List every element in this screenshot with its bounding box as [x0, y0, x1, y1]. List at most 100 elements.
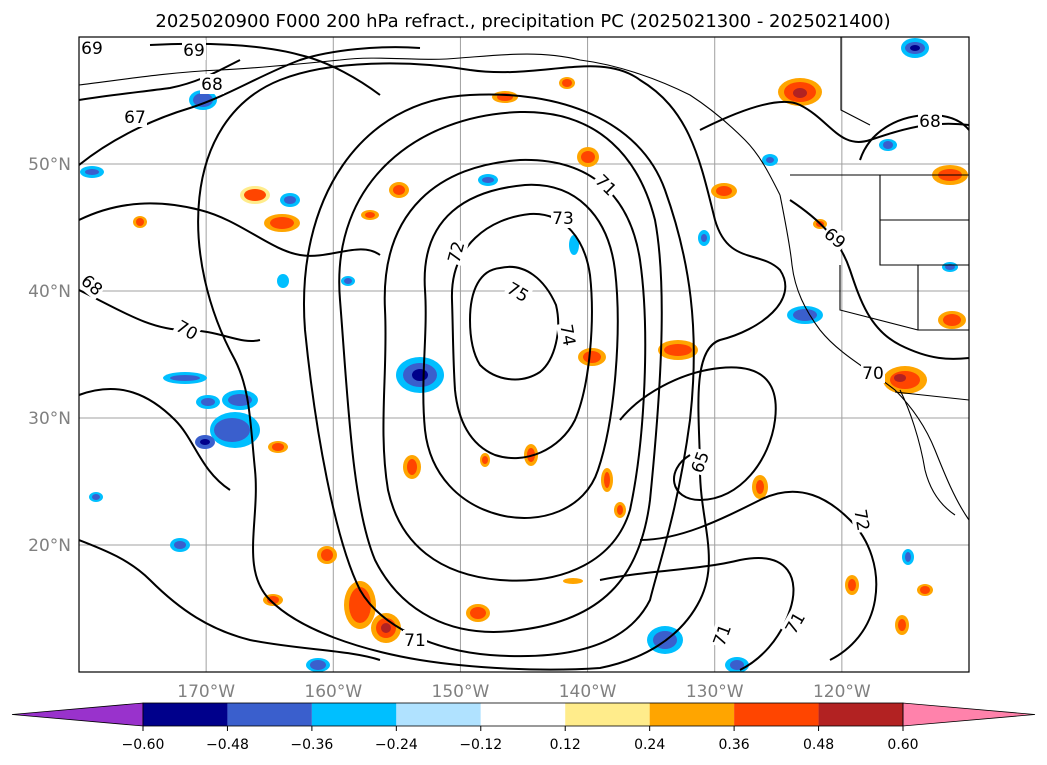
precip-positive-patch — [268, 441, 288, 453]
coastline-north-america-west — [779, 194, 969, 521]
precip-positive-patch — [492, 91, 518, 103]
precip-negative-patch — [569, 235, 579, 255]
precip-positive-patch — [577, 147, 599, 167]
contour-label-bg — [182, 40, 206, 60]
colorbar-swatch — [311, 703, 397, 726]
colorbar-tick-label: −0.48 — [206, 737, 249, 753]
contour-line — [699, 100, 969, 143]
colorbar-tick-label: −0.24 — [375, 737, 418, 753]
contour-label-bg — [780, 607, 810, 639]
lat-tick-label: 20°N — [28, 536, 71, 556]
colorbar-tick-label: −0.12 — [459, 737, 502, 753]
precip-negative-patch — [280, 193, 300, 207]
precip-negative-patch — [80, 166, 104, 178]
precip-positive-patch — [389, 182, 409, 198]
precip-negative-patch — [942, 262, 958, 272]
precip-positive-patch — [559, 77, 575, 89]
colorbar-swatch — [227, 703, 312, 726]
contour-label: 69 — [81, 39, 103, 59]
contour-label-bg — [200, 74, 224, 94]
precip-positive-patch — [895, 615, 909, 635]
axis-tick-labels: 170°W 160°W 150°W 140°W 130°W 120°W 50°N 40°N 30… — [28, 155, 871, 702]
precip-positive-patch — [563, 578, 583, 584]
contour-label-bg — [918, 111, 942, 131]
colorbar-swatch — [734, 703, 819, 726]
contour-line — [450, 212, 593, 460]
precip-positive-patch — [578, 348, 606, 366]
contour-label: 74 — [555, 323, 578, 348]
border-us-mexico — [894, 391, 969, 401]
colorbar-extend-max — [902, 702, 1036, 727]
colorbar: −0.60 −0.48 −0.36 −0.24 −0.12 0.12 0.24 0.36 0.4… — [11, 702, 1036, 753]
contour-line — [197, 62, 787, 671]
colorbar-tick-label: −0.60 — [122, 737, 165, 753]
precip-negative-patch — [222, 390, 258, 410]
contour-label-bg — [502, 277, 534, 307]
contour-line — [639, 490, 878, 661]
lon-tick-label: 140°W — [559, 682, 617, 702]
precip-negative-patch — [341, 276, 355, 286]
contour-label: 70 — [862, 364, 884, 384]
colorbar-frame — [142, 702, 904, 727]
map-background — [79, 37, 969, 672]
contour-label-bg — [443, 237, 469, 267]
lat-tick-label: 40°N — [28, 282, 71, 302]
precip-negative-patch — [163, 372, 207, 384]
contour-line — [468, 265, 560, 381]
precip-positive-patch — [361, 210, 379, 220]
colorbar-tick-label: −0.36 — [290, 737, 333, 753]
precip-negative-patch — [306, 658, 330, 672]
precip-positive-patch — [403, 455, 421, 479]
contour-line — [79, 46, 421, 166]
contour-label-bg — [556, 321, 580, 349]
contour-label: 67 — [124, 108, 146, 128]
contour-line — [303, 93, 695, 658]
precip-positive-patch — [938, 311, 966, 329]
contour-label-bg — [76, 269, 108, 301]
contour-label-bg — [80, 38, 104, 58]
contour-label: 71 — [404, 631, 426, 651]
precip-negative-patch — [478, 174, 498, 186]
colorbar-swatch — [396, 703, 481, 726]
contour-line — [79, 202, 381, 257]
precip-positive-patch — [845, 575, 859, 595]
precip-negative-patch — [698, 230, 710, 246]
contour-label-bg — [850, 506, 874, 534]
lon-tick-label: 160°W — [304, 682, 362, 702]
precip-positive-patch — [344, 581, 376, 629]
precip-negative-patch — [762, 154, 778, 166]
contour-label-bg — [686, 447, 714, 477]
colorbar-swatch — [143, 703, 228, 726]
colorbar-tick-label: 0.48 — [803, 737, 834, 753]
precip-positive-patch — [240, 186, 270, 204]
precip-negative-patch — [901, 38, 929, 58]
precip-positive-patch — [480, 453, 490, 467]
contour-label: 73 — [552, 209, 574, 229]
contour-line — [422, 183, 619, 519]
precip-positive-patch — [264, 214, 300, 232]
precip-negative-patch — [787, 306, 823, 324]
colorbar-tick-label: 0.60 — [887, 737, 918, 753]
precip-positive-patch — [614, 502, 626, 518]
colorbar-tick-label: 0.24 — [634, 737, 665, 753]
precip-positive-patch — [601, 468, 613, 492]
contour-label: 68 — [201, 75, 223, 95]
contour-label-bg — [171, 315, 203, 345]
precip-negative-patch — [277, 274, 289, 288]
colorbar-swatch — [565, 703, 650, 726]
contour-line — [79, 539, 381, 661]
contour-line — [338, 110, 663, 633]
colorbar-tick-label: 0.36 — [719, 737, 750, 753]
coastline-baja — [899, 389, 956, 516]
precip-negative-patch — [879, 139, 897, 151]
contour-label-bg — [819, 222, 851, 254]
state-borders — [839, 175, 969, 331]
map-title: 2025020900 F000 200 hPa refract., precip… — [155, 11, 890, 32]
precip-positive-patch — [133, 216, 147, 228]
contour-label-bg — [123, 107, 147, 127]
precip-negative-patch — [195, 412, 260, 449]
contour-label-bg — [551, 208, 575, 228]
colorbar-swatch — [818, 703, 903, 726]
contour-label: 72 — [849, 508, 872, 533]
colorbar-tick-label: 0.12 — [550, 737, 581, 753]
